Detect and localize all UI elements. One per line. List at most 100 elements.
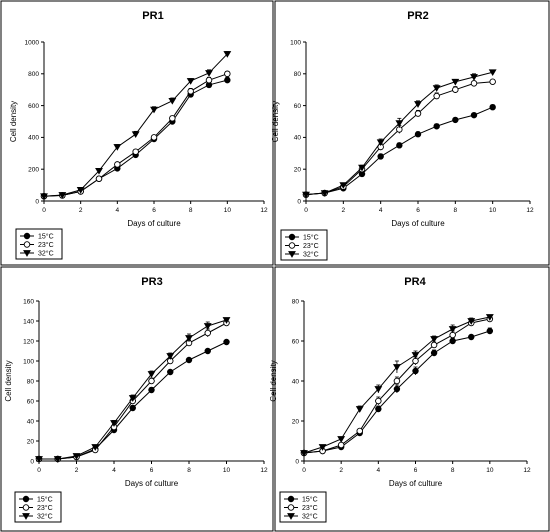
x-tick-label: 8 — [454, 207, 458, 214]
y-tick-label: 80 — [294, 71, 302, 78]
x-tick-label: 4 — [112, 467, 116, 474]
chart-title: PR3 — [141, 276, 162, 288]
series-3 — [35, 317, 231, 463]
data-point — [204, 347, 211, 355]
x-tick-label: 4 — [379, 207, 383, 214]
x-tick-label: 10 — [224, 207, 232, 214]
data-point — [392, 364, 401, 371]
data-point — [128, 395, 137, 402]
panel-frame — [0, 266, 274, 532]
x-tick-label: 10 — [486, 467, 494, 474]
x-tick-label: 0 — [302, 467, 306, 474]
data-point — [53, 456, 62, 463]
y-tick-label: 40 — [27, 418, 35, 425]
data-point — [204, 329, 211, 337]
data-point — [452, 116, 459, 124]
data-point — [150, 134, 158, 141]
x-tick-label: 6 — [152, 207, 156, 214]
x-tick-label: 8 — [187, 467, 191, 474]
data-point — [129, 404, 136, 412]
data-point — [147, 371, 156, 378]
series-3 — [300, 314, 494, 457]
data-point — [224, 70, 231, 78]
data-point — [185, 335, 193, 342]
y-tick-label: 60 — [292, 338, 300, 345]
x-tick-label: 12 — [526, 207, 534, 214]
legend-marker — [22, 504, 30, 511]
data-point — [433, 92, 440, 100]
y-tick-label: 200 — [28, 167, 39, 174]
y-tick-label: 60 — [27, 398, 35, 405]
legend-marker — [288, 242, 296, 249]
data-point — [375, 405, 382, 413]
legend-marker — [23, 232, 31, 240]
data-point — [432, 85, 441, 92]
y-tick-label: 400 — [28, 135, 39, 142]
data-point — [223, 51, 232, 58]
x-tick-label: 12 — [523, 467, 531, 474]
data-point — [374, 386, 383, 393]
chart-title: PR1 — [142, 10, 163, 22]
data-point — [167, 368, 174, 376]
x-axis-title: Days of culture — [389, 479, 443, 488]
chart-panel-2: PR2 0 2 4 6 8 10 12 0 20 40 60 80 100 Days of culture C… — [271, 0, 550, 266]
data-point — [468, 333, 475, 341]
data-point — [223, 338, 230, 346]
x-tick-label: 2 — [79, 207, 83, 214]
x-tick-label: 8 — [451, 467, 455, 474]
data-point — [467, 318, 476, 325]
legend-marker — [23, 241, 31, 248]
legend-marker — [288, 233, 296, 241]
panel-frame — [274, 0, 550, 266]
legend-label: 15°C — [38, 233, 54, 241]
data-point — [412, 357, 419, 365]
y-tick-label: 140 — [23, 318, 34, 325]
y-axis-title: Cell density — [271, 101, 280, 142]
y-tick-label: 160 — [23, 298, 34, 305]
data-point — [489, 103, 496, 111]
data-point — [95, 167, 103, 175]
y-tick-label: 800 — [28, 71, 39, 78]
data-point — [300, 450, 308, 457]
y-tick-label: 80 — [27, 378, 35, 385]
data-point — [72, 453, 81, 460]
x-tick-label: 6 — [150, 467, 154, 474]
legend-label: 15°C — [302, 496, 318, 504]
data-point — [449, 337, 456, 345]
data-point — [187, 88, 194, 95]
y-tick-label: 100 — [290, 39, 301, 46]
y-tick-label: 100 — [23, 358, 34, 365]
legend-marker — [287, 504, 295, 511]
data-point — [377, 153, 384, 160]
x-tick-label: 10 — [489, 207, 497, 214]
legend: 15°C23°C32°C — [280, 229, 328, 261]
data-point — [168, 97, 177, 105]
legend: 15°C23°C32°C — [14, 491, 62, 523]
data-point — [356, 427, 364, 435]
data-point — [150, 106, 158, 114]
x-tick-label: 0 — [42, 207, 46, 214]
data-point — [132, 148, 139, 155]
data-point — [95, 175, 103, 182]
data-point — [488, 69, 497, 77]
data-point — [337, 441, 345, 449]
data-point — [205, 70, 213, 77]
data-point — [113, 144, 122, 151]
x-tick-label: 10 — [223, 467, 231, 474]
x-tick-label: 0 — [37, 467, 41, 474]
chart-title: PR2 — [407, 10, 428, 22]
x-tick-label: 8 — [189, 207, 193, 214]
data-point — [320, 190, 329, 197]
data-point — [222, 317, 231, 324]
data-point — [448, 326, 457, 333]
data-point — [470, 111, 478, 119]
y-axis-title: Cell density — [9, 101, 18, 142]
data-point — [393, 385, 401, 393]
data-point — [451, 78, 460, 86]
x-tick-label: 6 — [414, 467, 418, 474]
x-axis-title: Days of culture — [391, 219, 445, 228]
x-tick-label: 12 — [260, 467, 268, 474]
data-point — [449, 331, 456, 339]
data-point — [224, 76, 231, 84]
x-tick-label: 2 — [339, 467, 343, 474]
